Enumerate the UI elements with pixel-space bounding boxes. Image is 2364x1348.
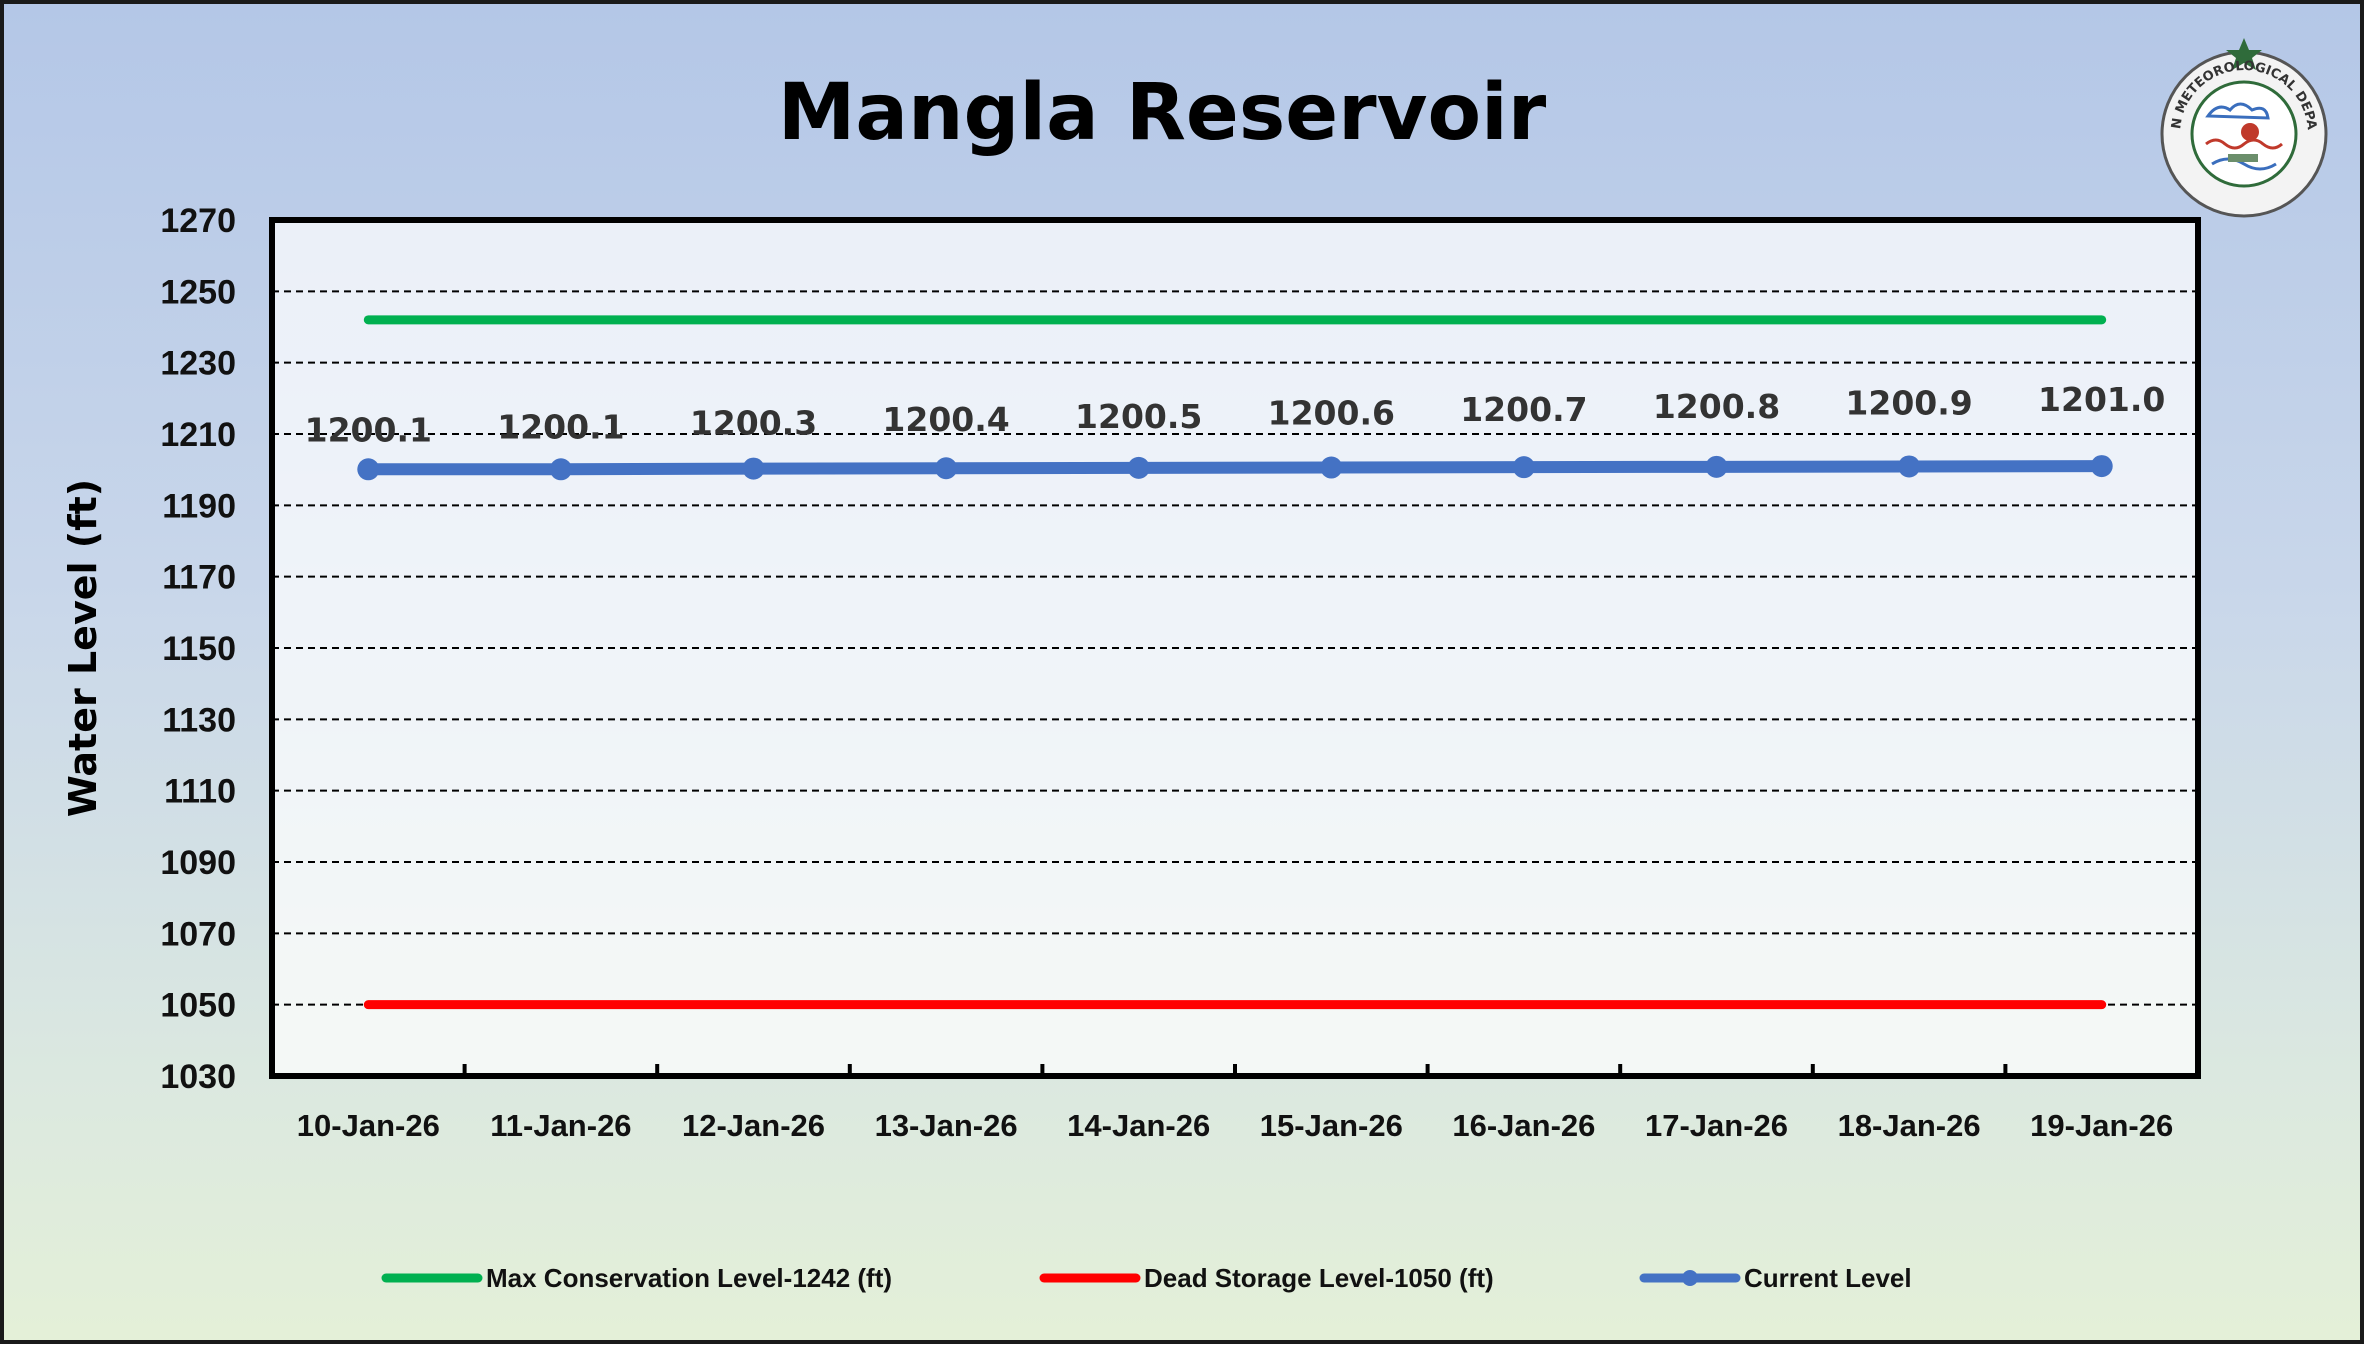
chart-title: Mangla Reservoir (778, 68, 1547, 158)
data-point (1127, 456, 1150, 479)
pmd-seal-icon: PAKISTAN METEOROLOGICAL DEPARTMENT (2160, 38, 2328, 218)
data-label: 1200.7 (1460, 390, 1587, 429)
series-lines (357, 315, 2113, 1010)
legend-label-0: Max Conservation Level-1242 (ft) (486, 1263, 892, 1293)
y-tick-label: 1190 (162, 487, 236, 525)
data-label: 1200.9 (1845, 383, 1972, 422)
data-point (742, 457, 765, 480)
data-point (357, 458, 380, 481)
data-point (1898, 455, 1921, 478)
y-tick-label: 1250 (160, 273, 236, 311)
legend-label-1: Dead Storage Level-1050 (ft) (1144, 1263, 1494, 1293)
y-axis-label: Water Level (ft) (61, 479, 105, 817)
data-label: 1201.0 (2038, 380, 2165, 419)
data-label: 1200.8 (1653, 387, 1780, 426)
series-line-2 (362, 460, 2108, 476)
data-point (1512, 456, 1535, 479)
legend-label-2: Current Level (1744, 1263, 1912, 1293)
data-point (2090, 455, 2113, 478)
y-tick-label: 1130 (162, 701, 236, 739)
data-point (1320, 456, 1343, 479)
y-tick-label: 1210 (160, 416, 236, 454)
data-label: 1200.6 (1268, 394, 1395, 433)
legend-marker (1682, 1270, 1698, 1286)
data-label: 1200.1 (305, 410, 432, 449)
x-tick-label: 15-Jan-26 (1260, 1108, 1403, 1143)
y-tick-label: 1270 (160, 202, 236, 240)
data-labels: 1200.1 1200.1 1200.3 1200.4 1200.5 1200.6 1200… (305, 380, 2166, 449)
y-tick-label: 1070 (160, 915, 236, 953)
data-point (1705, 455, 1728, 478)
y-tick-label: 1150 (162, 630, 236, 668)
axes: 1030 1050 1070 1090 1110 1130 1150 1170 1190 1210… (160, 202, 2173, 1143)
x-tick-label: 18-Jan-26 (1838, 1108, 1981, 1143)
y-tick-label: 1090 (160, 844, 236, 882)
x-tick-label: 10-Jan-26 (297, 1108, 440, 1143)
y-tick-label: 1170 (162, 559, 236, 597)
y-tick-label: 1110 (164, 773, 236, 811)
y-tick-label: 1230 (160, 345, 236, 383)
x-tick-label: 19-Jan-26 (2030, 1108, 2173, 1143)
data-point (549, 458, 572, 481)
y-tick-label: 1030 (160, 1058, 236, 1096)
data-label: 1200.5 (1075, 397, 1202, 436)
x-tick-label: 14-Jan-26 (1067, 1108, 1210, 1143)
y-tick-label: 1050 (160, 987, 236, 1025)
legend: Max Conservation Level-1242 (ft) Dead Sto… (381, 1263, 1912, 1293)
x-tick-label: 11-Jan-26 (490, 1108, 631, 1143)
x-tick-label: 13-Jan-26 (875, 1108, 1018, 1143)
x-tick-label: 17-Jan-26 (1645, 1108, 1788, 1143)
data-label: 1200.1 (497, 407, 624, 446)
x-tick-label: 12-Jan-26 (682, 1108, 825, 1143)
data-label: 1200.3 (690, 404, 817, 443)
data-point (935, 457, 958, 480)
chart-svg: Mangla Reservoir PAKISTAN METEOROLOGICAL… (61, 38, 2328, 1293)
data-label: 1200.4 (882, 400, 1009, 439)
x-tick-label: 16-Jan-26 (1452, 1108, 1595, 1143)
